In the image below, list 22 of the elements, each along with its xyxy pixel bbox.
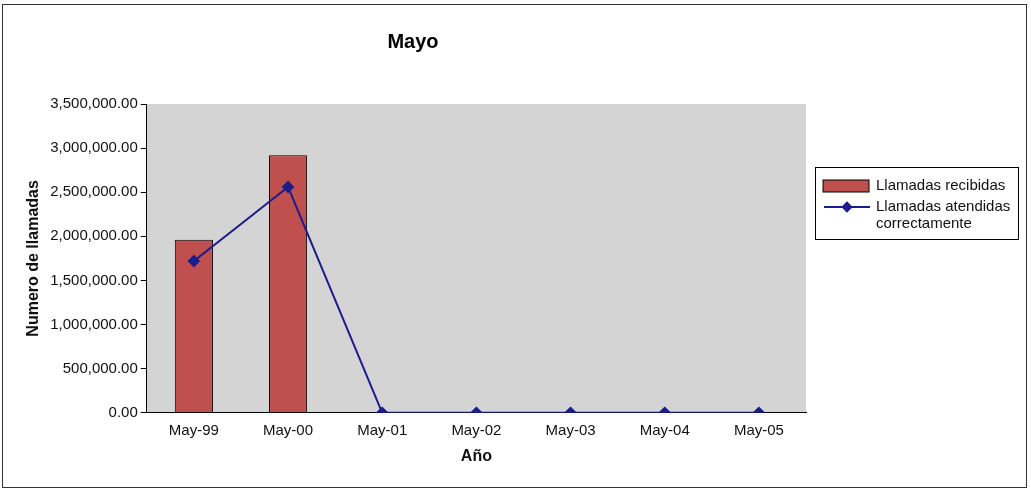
x-tick-label: May-02	[451, 420, 502, 438]
x-tick-label: May-03	[545, 420, 596, 438]
point	[187, 255, 200, 268]
y-axis-title: Numero de llamadas	[24, 180, 42, 337]
chart-title: Mayo	[387, 29, 439, 52]
legend-label: Llamadas atendidas correctamente	[876, 197, 1012, 231]
x-tick-label: May-99	[168, 420, 219, 438]
y-tick-label: 3,500,000.00	[50, 94, 138, 112]
y-tick-label: 2,000,000.00	[50, 226, 138, 244]
legend-label: Llamadas recibidas	[876, 176, 1006, 193]
x-axis-title: Año	[460, 446, 493, 464]
y-tick-label: 3,000,000.00	[50, 138, 138, 156]
x-tick-label: May-04	[639, 420, 690, 438]
y-tick-label: 1,000,000.00	[50, 314, 138, 332]
x-tick-label: May-00	[263, 420, 314, 438]
y-tick-label: 1,500,000.00	[50, 270, 138, 288]
x-tick-label: May-01	[357, 420, 408, 438]
point	[282, 180, 295, 193]
y-tick-label: 2,500,000.00	[50, 182, 138, 200]
y-tick-label: 500,000.00	[62, 358, 138, 376]
x-tick-label: May-05	[733, 420, 784, 438]
y-tick-label: 0.00	[108, 402, 138, 420]
